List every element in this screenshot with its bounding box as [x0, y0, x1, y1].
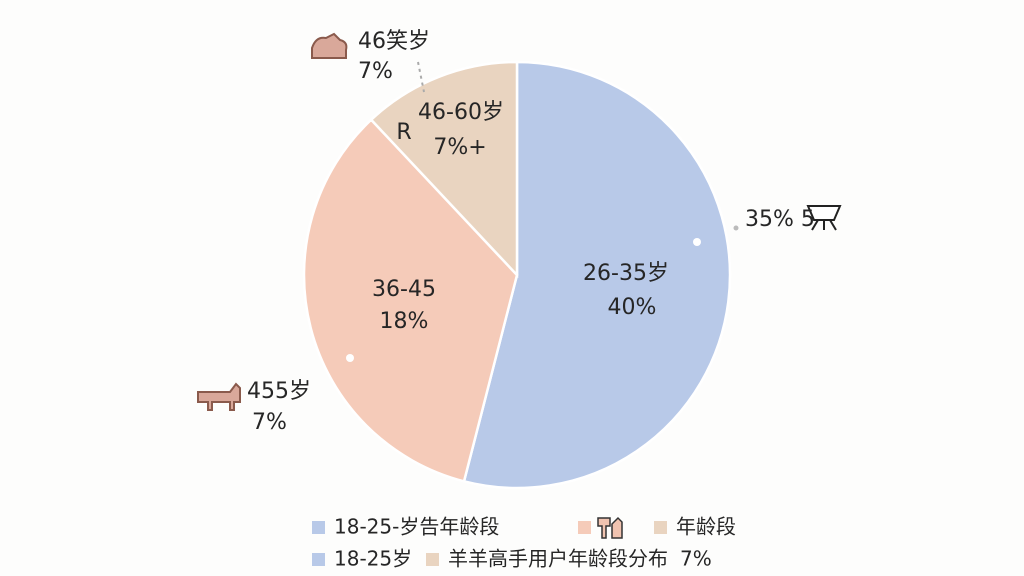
stray-label: R	[396, 120, 411, 145]
legend-label: 羊羊高手用户年龄段分布	[448, 547, 668, 571]
pie	[302, 60, 732, 490]
icon	[197, 32, 842, 411]
slice-label: 7%+	[433, 135, 486, 160]
legend-label: 18-25-岁告年龄段	[334, 515, 499, 539]
legend-swatch	[654, 521, 667, 534]
pie-slice	[369, 60, 519, 279]
pie-slice	[302, 117, 519, 483]
leader	[417, 61, 425, 93]
dot	[693, 238, 701, 246]
slice-name: 26-35岁	[583, 261, 669, 286]
callout: 455岁	[247, 379, 311, 404]
legend-label: 18-25岁	[334, 547, 412, 571]
legend-label: 年龄段	[676, 515, 736, 539]
slice-name: 46-60岁	[418, 100, 504, 125]
callout: 7%	[358, 59, 393, 84]
legend-swatch	[312, 521, 325, 534]
callout: 7%	[252, 410, 287, 435]
legend-label: 7%	[680, 547, 712, 571]
dot	[346, 354, 354, 362]
callout: 46笑岁	[358, 29, 430, 54]
icon	[597, 516, 623, 539]
legend-swatch	[578, 521, 591, 534]
slice-label: 40%	[608, 295, 657, 320]
slice-name: 36-45	[372, 277, 436, 302]
legend: 18-25-岁告年龄段 年龄段 18-25岁 羊羊高手用户年龄段分布 7%	[312, 515, 736, 571]
slice-label: 18%	[380, 309, 429, 334]
pie-slice	[462, 60, 732, 490]
legend-swatch	[312, 553, 325, 566]
dot	[733, 225, 739, 231]
legend-swatch	[426, 553, 439, 566]
callout: 35% 5	[745, 207, 815, 232]
